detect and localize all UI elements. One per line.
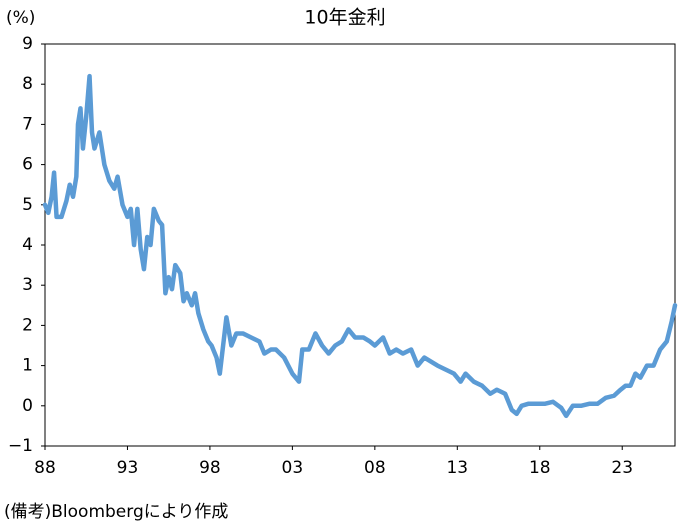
y-tick-label: 7 xyxy=(22,114,33,134)
y-tick-label: 1 xyxy=(22,356,33,376)
x-tick-label: 18 xyxy=(529,458,551,478)
x-tick-label: 88 xyxy=(34,458,56,478)
y-tick-label: 9 xyxy=(22,34,33,54)
x-tick-label: 13 xyxy=(446,458,468,478)
x-tick-label: 23 xyxy=(611,458,633,478)
x-tick-label: 08 xyxy=(364,458,386,478)
note: (備考)Bloombergにより作成 xyxy=(4,502,228,522)
y-tick-label: 5 xyxy=(22,195,33,215)
y-tick-label: 4 xyxy=(22,235,33,255)
y-tick-label: 3 xyxy=(22,275,33,295)
x-tick-label: 03 xyxy=(282,458,304,478)
line xyxy=(42,73,678,419)
y-tick-label: 8 xyxy=(22,74,33,94)
y-axis-label: (%) xyxy=(6,8,35,28)
y-tick-label: −1 xyxy=(8,436,33,456)
y-tick-label: 6 xyxy=(22,155,33,175)
y-tick-label: 2 xyxy=(22,315,33,335)
x-tick-label: 93 xyxy=(117,458,139,478)
x-tick-label: 98 xyxy=(199,458,221,478)
chart-title: 10年金利 xyxy=(304,7,385,29)
y-tick-label: 0 xyxy=(22,396,33,416)
